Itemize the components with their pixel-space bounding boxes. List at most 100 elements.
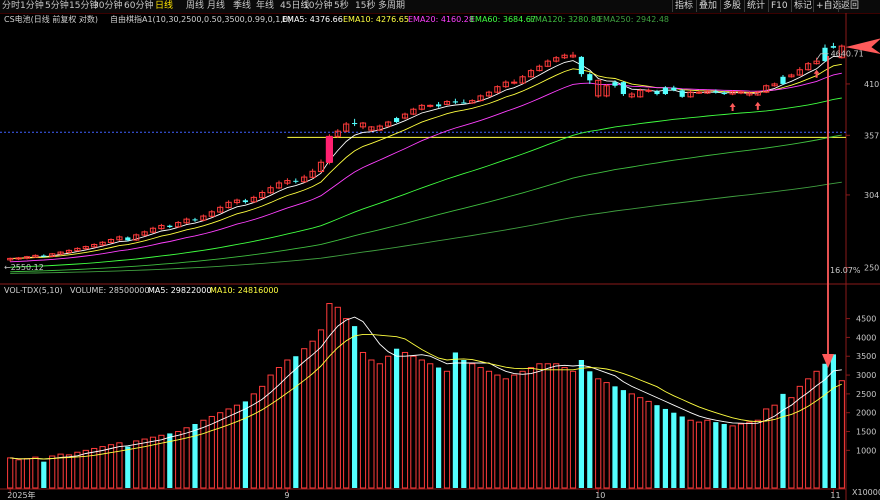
volume-bar	[544, 363, 551, 489]
up-arrow-marker	[754, 101, 761, 110]
timeframe-tab[interactable]: 1分钟	[20, 1, 44, 11]
timeframe-tab[interactable]: 年线	[256, 1, 275, 11]
candle	[82, 245, 89, 250]
candle	[23, 255, 31, 260]
indicator-stock-label: CS电池(日线 前复权 对数)	[4, 15, 98, 24]
volume-bar	[368, 359, 375, 489]
volume-bar	[443, 370, 451, 489]
volume-bar	[410, 355, 417, 489]
candle	[427, 104, 434, 108]
toolbar-button[interactable]: 标记	[791, 0, 813, 12]
candle-body	[553, 57, 560, 62]
candle	[485, 90, 493, 98]
timeframe-tab[interactable]: 30分钟	[93, 1, 123, 11]
timeframe-tab[interactable]: 周线	[186, 1, 205, 11]
candle-body	[317, 161, 325, 173]
timeframe-tab[interactable]: 分时	[2, 1, 21, 11]
toolbar-button[interactable]: 叠加	[696, 0, 720, 12]
candle	[208, 210, 215, 218]
candle-body	[452, 101, 459, 103]
volume-bar	[822, 363, 828, 488]
ema10-line	[10, 63, 842, 259]
candle-body	[612, 82, 618, 86]
timeframe-tab[interactable]: 月线	[207, 1, 226, 11]
timeframe-tab[interactable]: 季线	[233, 1, 252, 11]
volume-bar	[502, 378, 509, 489]
candle	[183, 217, 190, 224]
ema120-value: EMA120: 3280.80	[530, 15, 602, 24]
candle	[502, 80, 509, 89]
candle	[838, 44, 845, 59]
volume-bar	[830, 354, 837, 488]
toolbar-button[interactable]: 统计	[744, 0, 768, 12]
timeframe-tab[interactable]: 日线	[155, 1, 174, 11]
ema60-line	[10, 97, 842, 268]
candle-body	[695, 91, 703, 94]
volume-bar	[183, 427, 190, 489]
timeframe-tab[interactable]: 10分钟	[303, 1, 333, 11]
volume-bar	[225, 408, 232, 489]
volume-bar	[107, 444, 115, 489]
candle	[595, 79, 602, 98]
volume-bar	[654, 405, 660, 488]
candle	[275, 180, 283, 190]
volume-bar	[91, 447, 98, 489]
volume-bar	[401, 351, 409, 489]
timeframe-tab[interactable]: 60分钟	[124, 1, 154, 11]
vol-volume: VOLUME: 28500000	[70, 286, 150, 295]
candle	[654, 89, 660, 96]
candle	[746, 91, 753, 97]
timeframe-tab[interactable]: 15秒	[355, 1, 376, 11]
candle	[343, 122, 350, 133]
indicator-formula: 自由棋指A1(10,30,2500,0.50,3500,0.99,0,1,0)	[110, 15, 292, 24]
timeframe-tab[interactable]: 5分钟	[45, 1, 69, 11]
volume-bar	[116, 442, 123, 489]
candle	[477, 94, 484, 102]
candle	[628, 92, 635, 99]
toolbar-button[interactable]: 指标	[672, 0, 696, 12]
volume-bar	[175, 431, 182, 489]
volume-bar	[65, 454, 73, 489]
candle-body	[401, 113, 409, 119]
volume-bar	[519, 370, 526, 489]
toolbar-button[interactable]: F10	[768, 0, 791, 12]
up-arrow-marker	[813, 69, 820, 78]
high-value-label: 4640.71	[831, 50, 864, 59]
candle	[721, 91, 727, 95]
volume-bar	[746, 421, 753, 489]
vol-label: VOL-TDX(5,10)	[4, 286, 63, 295]
toolbar-button[interactable]: +自选	[813, 0, 842, 12]
candle	[200, 214, 207, 222]
toolbar-button[interactable]: 返回	[838, 0, 864, 12]
candle	[233, 198, 241, 205]
volume-bar	[838, 380, 845, 489]
volume-bar	[754, 419, 761, 489]
volume-bar	[612, 386, 618, 488]
toolbar-button[interactable]: 多股	[720, 0, 744, 12]
candle-body	[192, 219, 198, 221]
candle	[695, 90, 703, 95]
candle-body	[763, 85, 770, 93]
candle	[461, 99, 467, 104]
timeframe-tab[interactable]: 5秒	[334, 1, 349, 11]
candle	[65, 249, 73, 254]
candle	[754, 90, 761, 96]
volume-bar	[687, 419, 694, 489]
candle	[780, 74, 786, 85]
candle-body	[200, 215, 207, 221]
candle-body	[32, 254, 39, 258]
timeframe-tab[interactable]: 15分钟	[69, 1, 99, 11]
timeframe-tab[interactable]: 45日线	[280, 1, 310, 11]
candle-body	[830, 46, 837, 48]
candle-body	[746, 92, 753, 96]
timeframe-tab[interactable]: 多周期	[378, 1, 406, 11]
candle	[74, 247, 81, 252]
candle	[612, 80, 618, 88]
candle	[250, 195, 257, 203]
volume-tick-label: 1000	[856, 446, 876, 455]
candle-body	[427, 104, 434, 107]
volume-bar	[511, 374, 518, 489]
candle	[805, 61, 812, 71]
volume-bar	[805, 378, 812, 489]
volume-bar	[385, 355, 392, 489]
